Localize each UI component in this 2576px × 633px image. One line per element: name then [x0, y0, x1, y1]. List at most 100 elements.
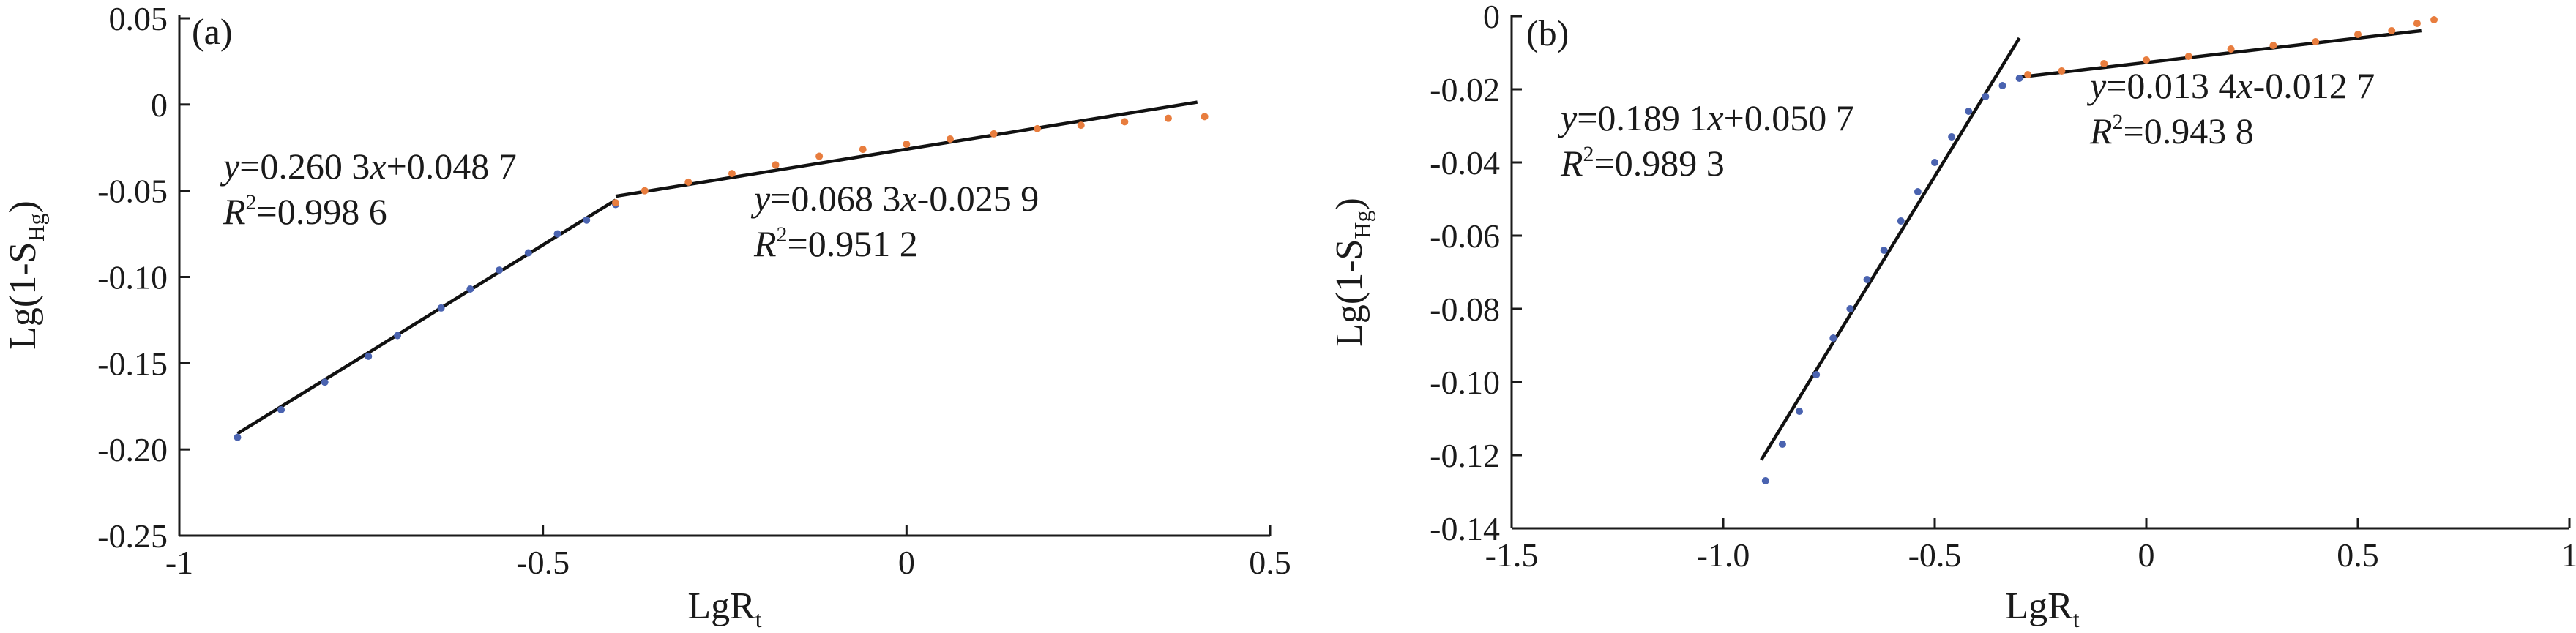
y-tick-label: -0.10: [1430, 364, 1500, 401]
x-tick-label: 0: [2138, 536, 2155, 574]
x-tick-label: 0: [898, 544, 915, 581]
y-tick-label: -0.20: [97, 431, 168, 468]
data-point: [365, 352, 373, 360]
y-tick-label: -0.14: [1430, 510, 1500, 547]
data-point: [437, 304, 445, 312]
y-tick-label: -0.04: [1430, 144, 1500, 181]
data-point: [524, 249, 532, 257]
data-point: [234, 433, 242, 441]
data-point: [1034, 124, 1042, 132]
data-point: [1948, 133, 1956, 141]
y-tick-label: -0.02: [1430, 71, 1500, 108]
panel-b-y-axis-title: Lg(1-SHg): [1329, 198, 1375, 347]
panel-a-x-axis-title: LgRt: [687, 585, 761, 632]
panel-a-points: [234, 113, 1209, 441]
fit-line: [1760, 37, 2021, 461]
data-point: [1931, 159, 1938, 166]
data-point: [2269, 42, 2277, 49]
panel-a-fit-lines: [236, 100, 1198, 435]
data-point: [1761, 477, 1769, 484]
panel-a-fit1-equation: y=0.260 3x+0.048 7: [220, 146, 517, 187]
x-tick-label: 0.5: [2337, 536, 2379, 574]
data-point: [1121, 118, 1129, 126]
data-point: [1863, 276, 1871, 283]
data-point: [2227, 45, 2235, 53]
panel-a-fit2-r2: R2=0.951 2: [753, 222, 918, 264]
y-tick-label: -0.08: [1430, 291, 1500, 328]
data-point: [2058, 67, 2066, 75]
y-tick-label: -0.15: [97, 345, 168, 382]
data-point: [2143, 56, 2150, 64]
data-point: [1778, 441, 1786, 448]
data-point: [553, 230, 561, 238]
data-point: [1846, 305, 1854, 312]
x-tick-label: -1.5: [1485, 536, 1539, 574]
data-point: [1829, 334, 1837, 342]
data-point: [2354, 31, 2362, 38]
data-point: [2024, 71, 2032, 78]
panel-b-points: [1761, 16, 2438, 484]
data-point: [641, 187, 649, 195]
y-tick-label: -0.12: [1430, 437, 1500, 474]
fit-line: [2019, 29, 2422, 79]
data-point: [903, 141, 911, 149]
data-point: [2312, 38, 2320, 45]
y-tick-label: -0.25: [97, 517, 168, 555]
x-tick-label: 1: [2561, 536, 2576, 574]
data-point: [321, 378, 329, 386]
panel-a-y-axis-title: Lg(1-SHg): [2, 201, 49, 350]
y-tick-label: 0.05: [109, 0, 168, 37]
y-tick-label: 0: [151, 86, 168, 124]
data-point: [1077, 121, 1085, 130]
data-point: [2388, 27, 2396, 34]
x-tick-label: -0.5: [516, 544, 570, 581]
data-point: [946, 135, 954, 143]
data-point: [2184, 53, 2192, 60]
panel-a-fit1-r2: R2=0.998 6: [223, 190, 387, 232]
x-tick-label: -1.0: [1697, 536, 1750, 574]
panel-b: -1.5 -1.0 -0.5 0 0.5 1 -0.14 -0.12 -0.10 -0.08 -0.…: [1329, 0, 2576, 632]
data-point: [1201, 113, 1209, 121]
data-point: [1965, 108, 1973, 115]
y-tick-label: -0.06: [1430, 217, 1500, 255]
data-point: [1812, 371, 1821, 378]
data-point: [1998, 82, 2006, 89]
data-point: [1796, 408, 1804, 415]
data-point: [583, 216, 591, 224]
x-tick-label: 0.5: [1249, 544, 1291, 581]
data-point: [612, 199, 619, 207]
panel-b-label: (b): [1526, 12, 1569, 53]
panel-b-fit1-r2: R2=0.989 3: [1560, 142, 1725, 184]
data-point: [990, 130, 998, 138]
data-point: [2430, 16, 2438, 23]
panel-b-ticks: -1.5 -1.0 -0.5 0 0.5 1 -0.14 -0.12 -0.10 -0.08 -0.…: [1430, 0, 2576, 574]
data-point: [496, 266, 504, 274]
data-point: [1897, 217, 1905, 225]
y-tick-label: -0.10: [97, 259, 168, 296]
data-point: [728, 170, 736, 178]
panel-a-label: (a): [192, 11, 233, 52]
data-point: [859, 146, 867, 154]
fit-line: [236, 198, 617, 435]
data-point: [1164, 114, 1172, 122]
fit-line: [615, 100, 1198, 198]
data-point: [2100, 60, 2108, 67]
data-point: [1880, 247, 1888, 254]
data-point: [277, 405, 285, 413]
panel-b-fit-lines: [1760, 29, 2422, 461]
data-point: [684, 178, 692, 186]
panel-b-fit2-r2: R2=0.943 8: [2089, 110, 2254, 151]
data-point: [1914, 188, 1922, 195]
data-point: [815, 152, 824, 160]
y-tick-label: -0.05: [97, 173, 168, 210]
data-point: [394, 332, 401, 340]
panel-a-fit2-equation: y=0.068 3x-0.025 9: [750, 178, 1039, 219]
panel-a: -1 -0.5 0 0.5 -0.25 -0.20 -0.15 -0.10 -0.05 0 0.05…: [2, 0, 1291, 632]
data-point: [2015, 75, 2023, 82]
panel-a-ticks: -1 -0.5 0 0.5 -0.25 -0.20 -0.15 -0.10 -0.05 0 0.05: [97, 0, 1291, 581]
y-tick-label: 0: [1483, 0, 1500, 35]
data-point: [1982, 93, 1990, 100]
data-point: [2413, 20, 2421, 27]
panel-b-x-axis-title: LgRt: [2005, 585, 2079, 632]
